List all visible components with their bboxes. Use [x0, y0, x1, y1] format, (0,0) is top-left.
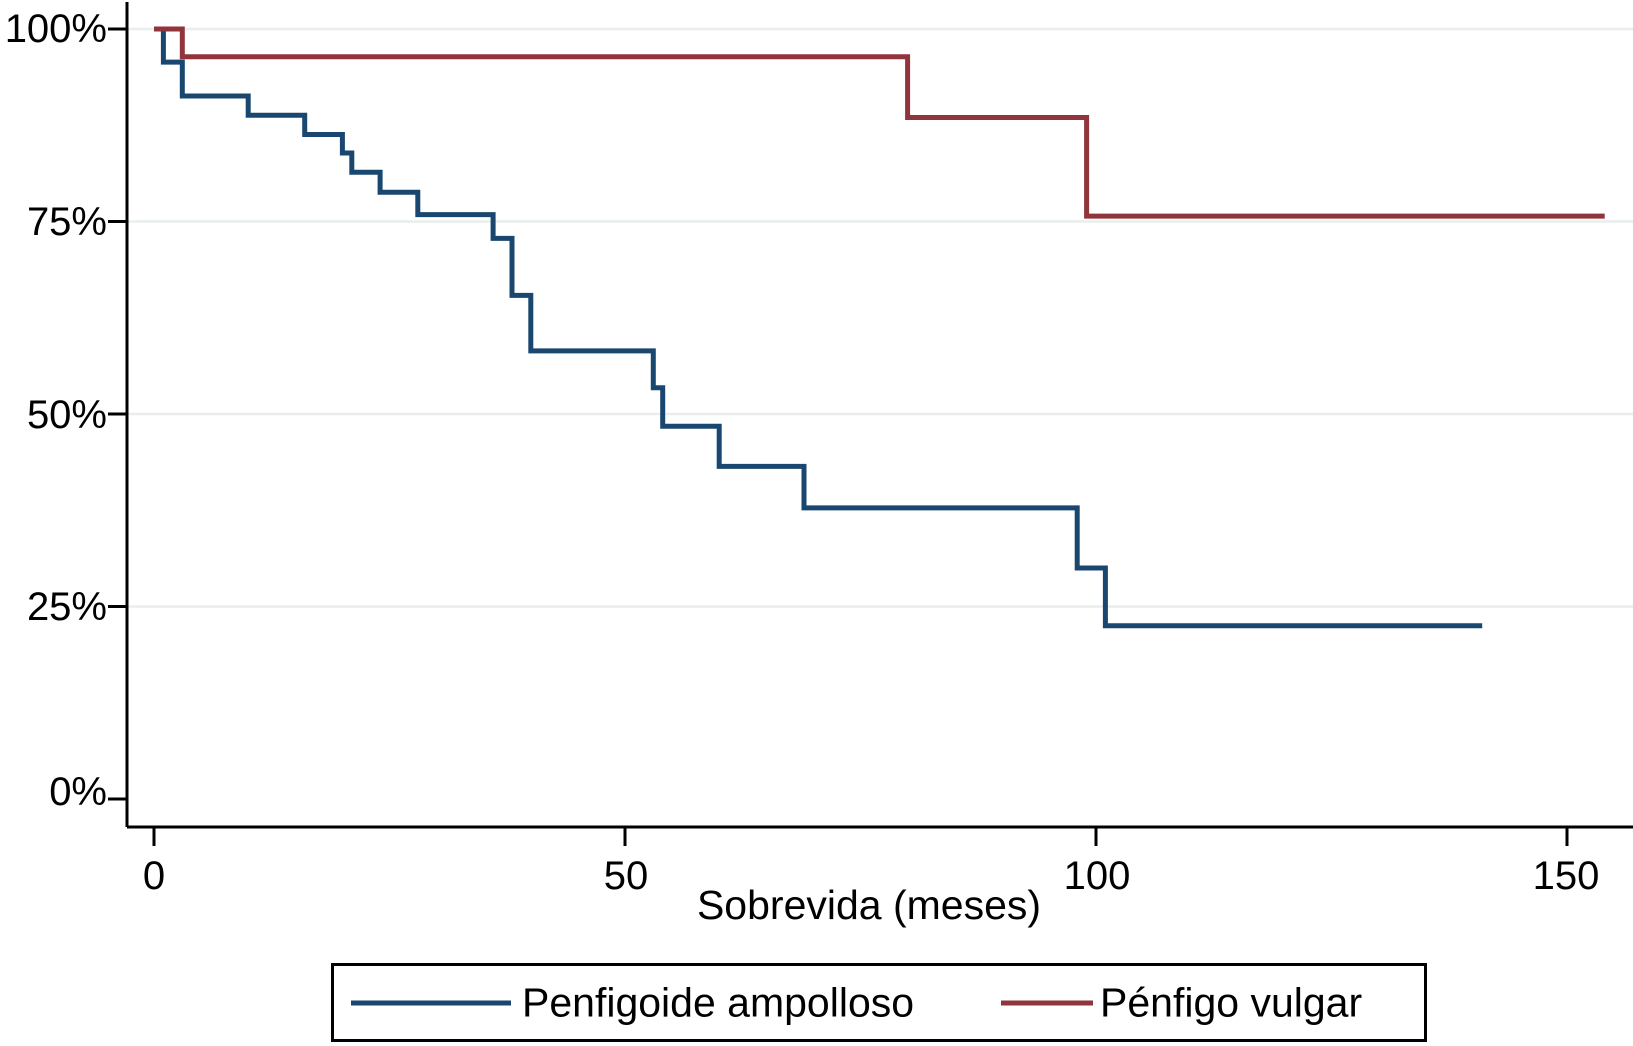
- survival-curve-penfigo-vulgar: [154, 26, 1605, 219]
- y-tick-label-0: 0%: [49, 770, 107, 814]
- x-tick-label-150: 150: [1532, 854, 1600, 898]
- legend-box: Penfigoide ampolloso Pénfigo vulgar: [331, 963, 1427, 1042]
- legend-label-penfigoide-ampolloso: Penfigoide ampolloso: [522, 979, 915, 1025]
- y-tick-label-100: 100%: [4, 7, 107, 51]
- x-tick-label-0: 0: [142, 854, 166, 898]
- y-tick-label-25: 25%: [26, 585, 107, 629]
- legend-line-penfigo-vulgar: [1001, 1000, 1093, 1005]
- y-tick-label-75: 75%: [26, 200, 107, 244]
- x-tick-label-100: 100: [1063, 854, 1131, 898]
- legend-line-penfigoide-ampolloso: [351, 1000, 511, 1005]
- y-tick-label-50: 50%: [26, 393, 107, 437]
- x-axis-title: Sobrevida (meses): [696, 882, 1042, 928]
- survival-curve-penfigoide-ampolloso: [154, 26, 1483, 629]
- legend-label-penfigo-vulgar: Pénfigo vulgar: [1100, 979, 1363, 1025]
- x-tick-label-50: 50: [603, 854, 649, 898]
